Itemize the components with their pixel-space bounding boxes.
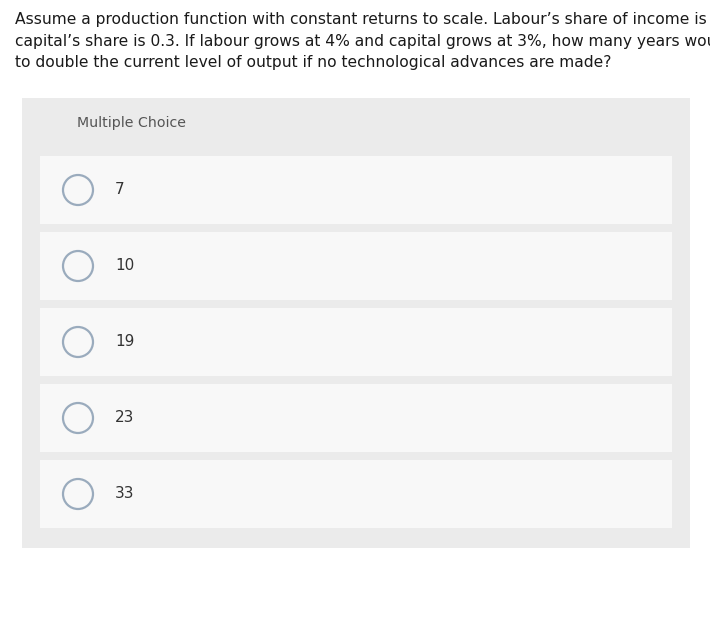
Text: 10: 10 [115,258,134,273]
FancyBboxPatch shape [40,384,672,452]
Text: 7: 7 [115,182,125,197]
FancyBboxPatch shape [40,460,672,528]
Text: 19: 19 [115,334,134,349]
FancyBboxPatch shape [40,308,672,376]
Text: Assume a production function with constant returns to scale. Labour’s share of i: Assume a production function with consta… [15,12,710,70]
Text: 23: 23 [115,410,134,425]
Text: 33: 33 [115,487,134,501]
FancyBboxPatch shape [22,98,690,548]
FancyBboxPatch shape [40,232,672,300]
FancyBboxPatch shape [40,156,672,224]
Text: Multiple Choice: Multiple Choice [77,116,186,130]
